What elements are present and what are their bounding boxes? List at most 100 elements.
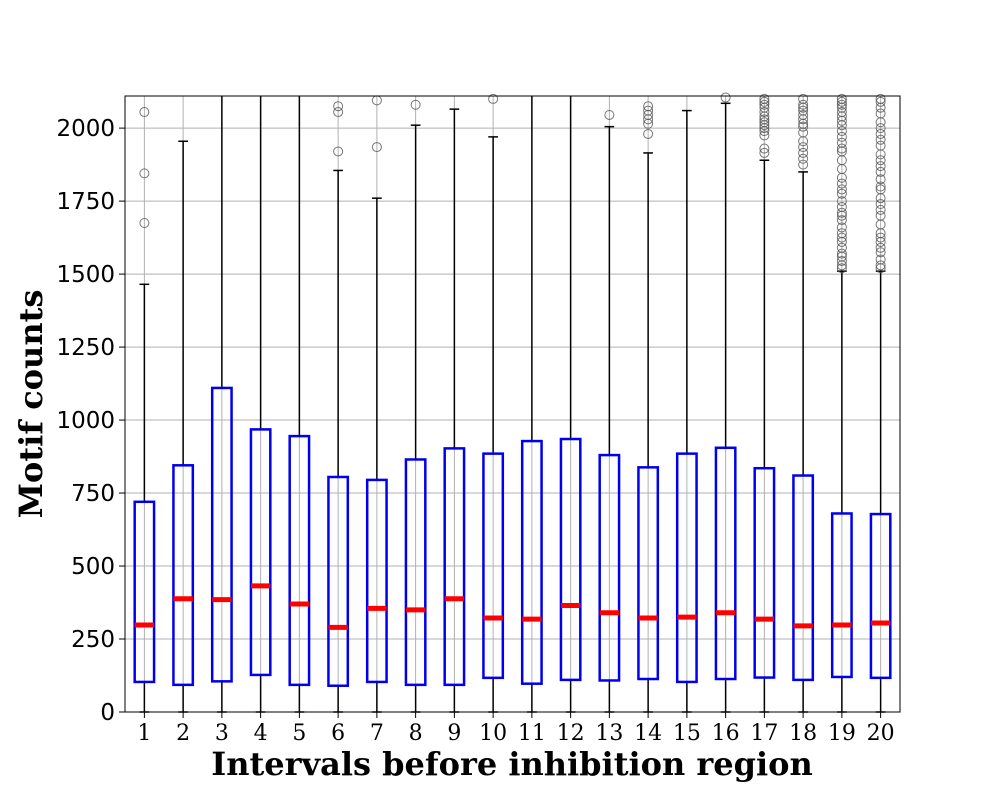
outlier-point <box>875 210 886 221</box>
outlier-point <box>798 109 809 120</box>
outlier-point <box>798 121 809 132</box>
iqr-box <box>288 434 311 687</box>
x-tick-label: 19 <box>828 721 856 746</box>
outlier-point <box>836 222 847 233</box>
x-tick-label: 2 <box>176 721 190 746</box>
outlier-point <box>875 232 886 243</box>
outlier-point <box>875 181 886 192</box>
x-tick-label: 16 <box>712 721 740 746</box>
iqr-box <box>172 464 195 687</box>
y-tick-label: 1000 <box>56 408 115 434</box>
outlier-point <box>836 93 847 104</box>
outlier-point <box>759 93 770 104</box>
box-group-13 <box>598 109 621 713</box>
outlier-point <box>875 247 886 258</box>
outlier-point <box>836 201 847 212</box>
x-tick-label: 9 <box>447 721 461 746</box>
plot-frame <box>124 95 901 713</box>
iqr-box <box>714 446 737 681</box>
x-tick-label: 14 <box>634 721 662 746</box>
iqr-box <box>792 474 815 682</box>
outlier-point <box>836 126 847 137</box>
outlier-point <box>798 93 809 104</box>
outlier-point <box>798 159 809 170</box>
outlier-point <box>836 228 847 239</box>
iqr-box <box>637 466 660 681</box>
outlier-point <box>836 232 847 243</box>
outlier-point <box>836 196 847 207</box>
iqr-box <box>598 453 621 682</box>
x-tick-label: 13 <box>595 721 623 746</box>
outlier-point <box>139 217 150 228</box>
outlier-point <box>643 101 654 112</box>
box-series <box>133 92 892 713</box>
outlier-point <box>139 168 150 179</box>
outlier-point <box>875 254 886 265</box>
outlier-point <box>371 142 382 153</box>
y-axis-title: Motif counts <box>12 290 50 519</box>
x-tick-label: 8 <box>409 721 423 746</box>
iqr-box <box>869 512 892 680</box>
outlier-point <box>875 260 886 271</box>
outlier-point <box>798 147 809 158</box>
outlier-point <box>139 107 150 118</box>
outlier-point <box>759 130 770 141</box>
outlier-point <box>643 128 654 139</box>
x-tick-label: 20 <box>867 721 895 746</box>
x-axis-title: Intervals before inhibition region <box>211 745 813 783</box>
outlier-point <box>875 123 886 134</box>
x-tick-label: 1 <box>137 721 151 746</box>
x-tick-label: 6 <box>331 721 345 746</box>
outlier-point <box>875 199 886 210</box>
outlier-point <box>798 105 809 116</box>
outlier-point <box>798 99 809 110</box>
outlier-point <box>875 174 886 185</box>
iqr-box <box>249 428 272 677</box>
outlier-point <box>875 96 886 107</box>
iqr-box <box>520 439 543 685</box>
iqr-box <box>443 447 466 687</box>
x-tick-label: 12 <box>557 721 585 746</box>
iqr-box <box>133 500 156 684</box>
box-group-16 <box>714 92 737 713</box>
x-tick-label: 4 <box>254 721 268 746</box>
box-group-11 <box>520 96 543 713</box>
outlier-point <box>333 101 344 112</box>
outlier-point <box>488 93 499 104</box>
box-group-20 <box>869 93 892 713</box>
box-group-14 <box>637 101 660 713</box>
box-group-17 <box>753 93 776 713</box>
box-group-7 <box>365 95 388 713</box>
iqr-box <box>753 466 776 679</box>
outlier-point <box>333 107 344 118</box>
box-group-1 <box>133 107 156 713</box>
outlier-point <box>875 166 886 177</box>
outlier-point <box>759 147 770 158</box>
outlier-point <box>798 142 809 153</box>
outlier-point <box>836 242 847 253</box>
outlier-point <box>759 99 770 110</box>
outlier-point <box>836 143 847 154</box>
iqr-box <box>365 478 388 684</box>
outlier-point <box>875 242 886 253</box>
x-tick-label: 5 <box>292 721 306 746</box>
outlier-point <box>875 161 886 172</box>
outlier-point <box>798 153 809 164</box>
outlier-point <box>836 137 847 148</box>
box-group-9 <box>443 108 466 713</box>
x-tick-label: 15 <box>673 721 701 746</box>
box-group-3 <box>210 96 233 713</box>
iqr-box <box>210 386 233 683</box>
iqr-box <box>482 452 505 680</box>
outlier-point <box>410 99 421 110</box>
box-group-2 <box>172 140 195 713</box>
box-group-6 <box>327 101 350 713</box>
x-tick-label: 11 <box>518 721 546 746</box>
outlier-point <box>759 107 770 118</box>
box-group-10 <box>482 93 505 713</box>
iqr-box <box>559 437 582 682</box>
outlier-point <box>836 184 847 195</box>
x-tick-label: 7 <box>370 721 384 746</box>
outlier-point <box>836 207 847 218</box>
outlier-point <box>836 96 847 107</box>
